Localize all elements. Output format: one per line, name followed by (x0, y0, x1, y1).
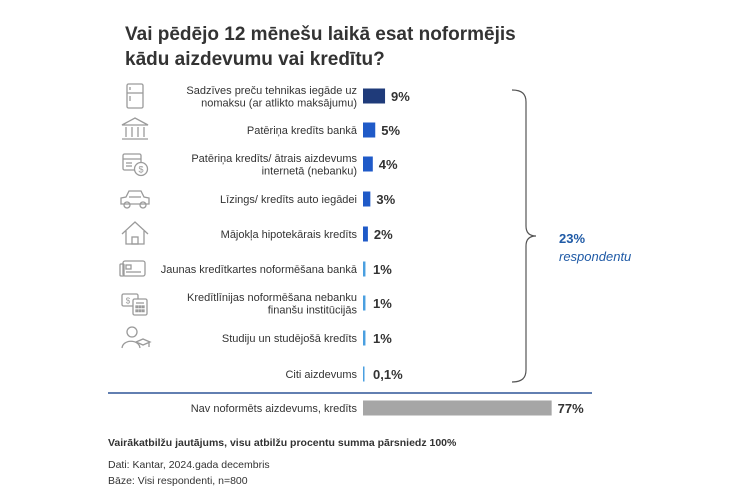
bracket-percentage: 23% (559, 231, 585, 246)
bar (363, 88, 386, 104)
bar-none (363, 400, 552, 416)
bar (363, 122, 376, 138)
calculator-icon: $ (121, 293, 148, 316)
category-label: Patēriņa kredīts bankā (247, 125, 358, 137)
title-line-1: Vai pēdējo 12 mēnešu laikā esat noformēj… (125, 24, 516, 45)
value-label: 3% (376, 192, 395, 207)
chart-title: Vai pēdējo 12 mēnešu laikā esat noformēj… (125, 22, 516, 72)
category-label: Jaunas kredītkartes noformēšana bankā (161, 264, 358, 276)
bar (363, 191, 371, 207)
category-label: Citi aizdevums (285, 369, 357, 381)
bar (363, 366, 365, 382)
value-label: 5% (381, 123, 400, 138)
online-loan-icon: $ (122, 153, 149, 177)
fridge-icon (126, 83, 144, 109)
category-label: Patēriņa kredīts/ ātrais aizdevums intern… (191, 153, 357, 178)
credit-card-icon (119, 260, 146, 277)
value-label: 9% (391, 89, 410, 104)
bank-icon (121, 117, 149, 140)
category-label: Studiju un studējošā kredīts (222, 333, 358, 345)
footnote-base: Bāze: Visi respondenti, n=800 (108, 475, 248, 487)
bracket-label: respondentu (559, 249, 631, 264)
value-label-none: 77% (558, 401, 584, 416)
curly-bracket (511, 89, 537, 383)
svg-text:$: $ (138, 165, 143, 175)
title-line-2: kādu aizdevumu vai kredītu? (125, 49, 385, 70)
value-label: 1% (373, 262, 392, 277)
bar (363, 295, 366, 311)
category-label-none: Nav noformēts aizdevums, kredīts (191, 403, 358, 415)
footnote-multiple-answers: Vairākatbilžu jautājums, visu atbilžu pr… (108, 437, 457, 449)
value-label: 2% (374, 227, 393, 242)
category-label: Kredītlīnijas noformēšana nebanku finanšu… (187, 292, 357, 317)
bar (363, 261, 366, 277)
house-icon (121, 221, 149, 245)
value-label: 0,1% (373, 367, 403, 382)
value-label: 1% (373, 331, 392, 346)
value-label: 4% (379, 157, 398, 172)
category-label: Līzings/ kredīts auto iegādei (220, 194, 357, 206)
footnote-source: Dati: Kantar, 2024.gada decembris (108, 459, 270, 471)
category-label: Sadzīves preču tehnikas iegāde uz nomaksu… (186, 85, 357, 110)
bar (363, 330, 366, 346)
category-label: Mājokļa hipotekārais kredīts (221, 229, 358, 241)
value-label: 1% (373, 296, 392, 311)
svg-text:$: $ (126, 297, 131, 306)
car-icon (120, 190, 150, 209)
bar (363, 226, 368, 242)
student-icon (121, 326, 152, 349)
bar (363, 156, 373, 172)
